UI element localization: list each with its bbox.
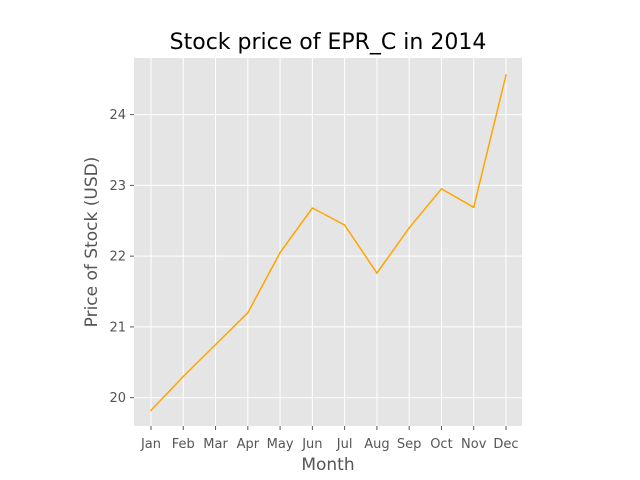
- y-axis-label: Price of Stock (USD): [82, 157, 102, 328]
- y-tick-label: 21: [109, 320, 126, 335]
- series-line: [150, 74, 507, 411]
- data-point: [472, 206, 475, 209]
- y-tick-label: 20: [109, 391, 126, 406]
- x-tick-label: Jul: [336, 437, 353, 452]
- data-point: [247, 311, 249, 314]
- x-axis-label: Month: [301, 455, 354, 475]
- x-tick-label: Dec: [493, 437, 518, 452]
- x-tick-label: Jan: [140, 437, 161, 452]
- plot-area: [134, 58, 522, 426]
- x-tick-label: Jun: [301, 437, 322, 452]
- x-tick-label: Feb: [172, 437, 195, 452]
- series-layer: [150, 74, 507, 412]
- data-point: [505, 74, 507, 76]
- data-point: [343, 224, 346, 226]
- x-axis: Jan Feb Mar Apr May Jun Jul Aug Sep Oct Nov Dec: [140, 426, 519, 452]
- y-tick-label: 22: [109, 250, 126, 265]
- data-point: [440, 188, 443, 190]
- y-tick-label: 24: [109, 108, 126, 123]
- chart-title: Stock price of EPR_C in 2014: [170, 30, 487, 55]
- data-point: [311, 207, 314, 209]
- data-point: [150, 409, 152, 412]
- x-tick-label: Sep: [397, 437, 422, 452]
- x-tick-label: May: [267, 437, 294, 452]
- data-point: [214, 343, 217, 346]
- grid-lines: [134, 58, 522, 426]
- x-tick-label: Apr: [237, 437, 260, 452]
- x-tick-label: Oct: [430, 437, 452, 452]
- data-point: [279, 251, 281, 254]
- data-point: [376, 272, 378, 274]
- x-tick-label: Nov: [461, 437, 487, 452]
- x-tick-label: Aug: [364, 437, 389, 452]
- y-axis: 20 21 22 23 24: [109, 108, 134, 406]
- x-tick-label: Mar: [203, 437, 228, 452]
- data-point: [408, 227, 410, 229]
- data-point: [182, 375, 185, 378]
- y-tick-label: 23: [109, 179, 126, 194]
